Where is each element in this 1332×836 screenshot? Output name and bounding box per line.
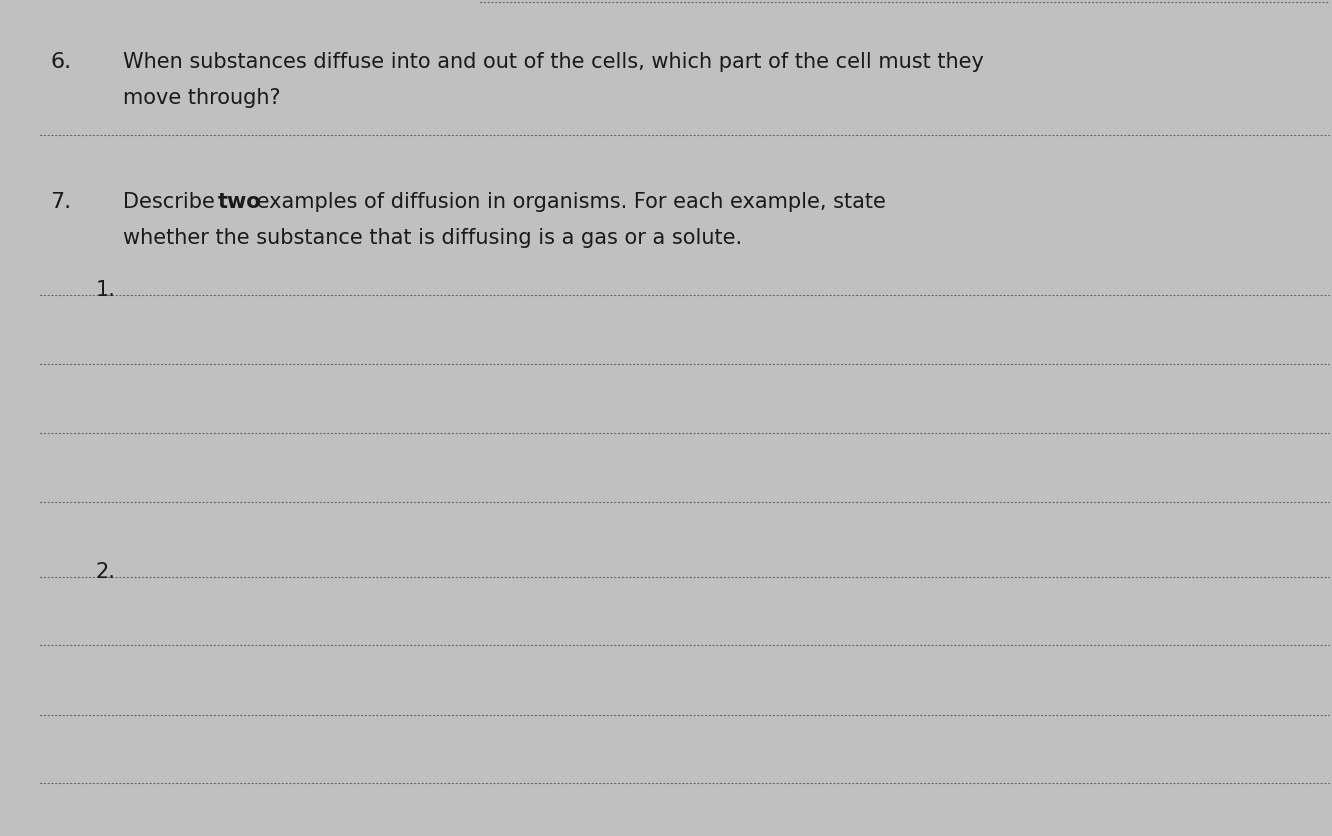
Text: examples of diffusion in organisms. For each example, state: examples of diffusion in organisms. For …	[249, 192, 886, 212]
Text: 6.: 6.	[51, 52, 72, 72]
Text: two: two	[217, 192, 261, 212]
Text: 7.: 7.	[51, 192, 72, 212]
Text: whether the substance that is diffusing is a gas or a solute.: whether the substance that is diffusing …	[123, 228, 742, 248]
Text: 2.: 2.	[96, 562, 116, 582]
Text: 1.: 1.	[96, 280, 116, 300]
Text: When substances diffuse into and out of the cells, which part of the cell must t: When substances diffuse into and out of …	[123, 52, 983, 72]
Text: Describe: Describe	[123, 192, 221, 212]
Text: move through?: move through?	[123, 88, 280, 108]
